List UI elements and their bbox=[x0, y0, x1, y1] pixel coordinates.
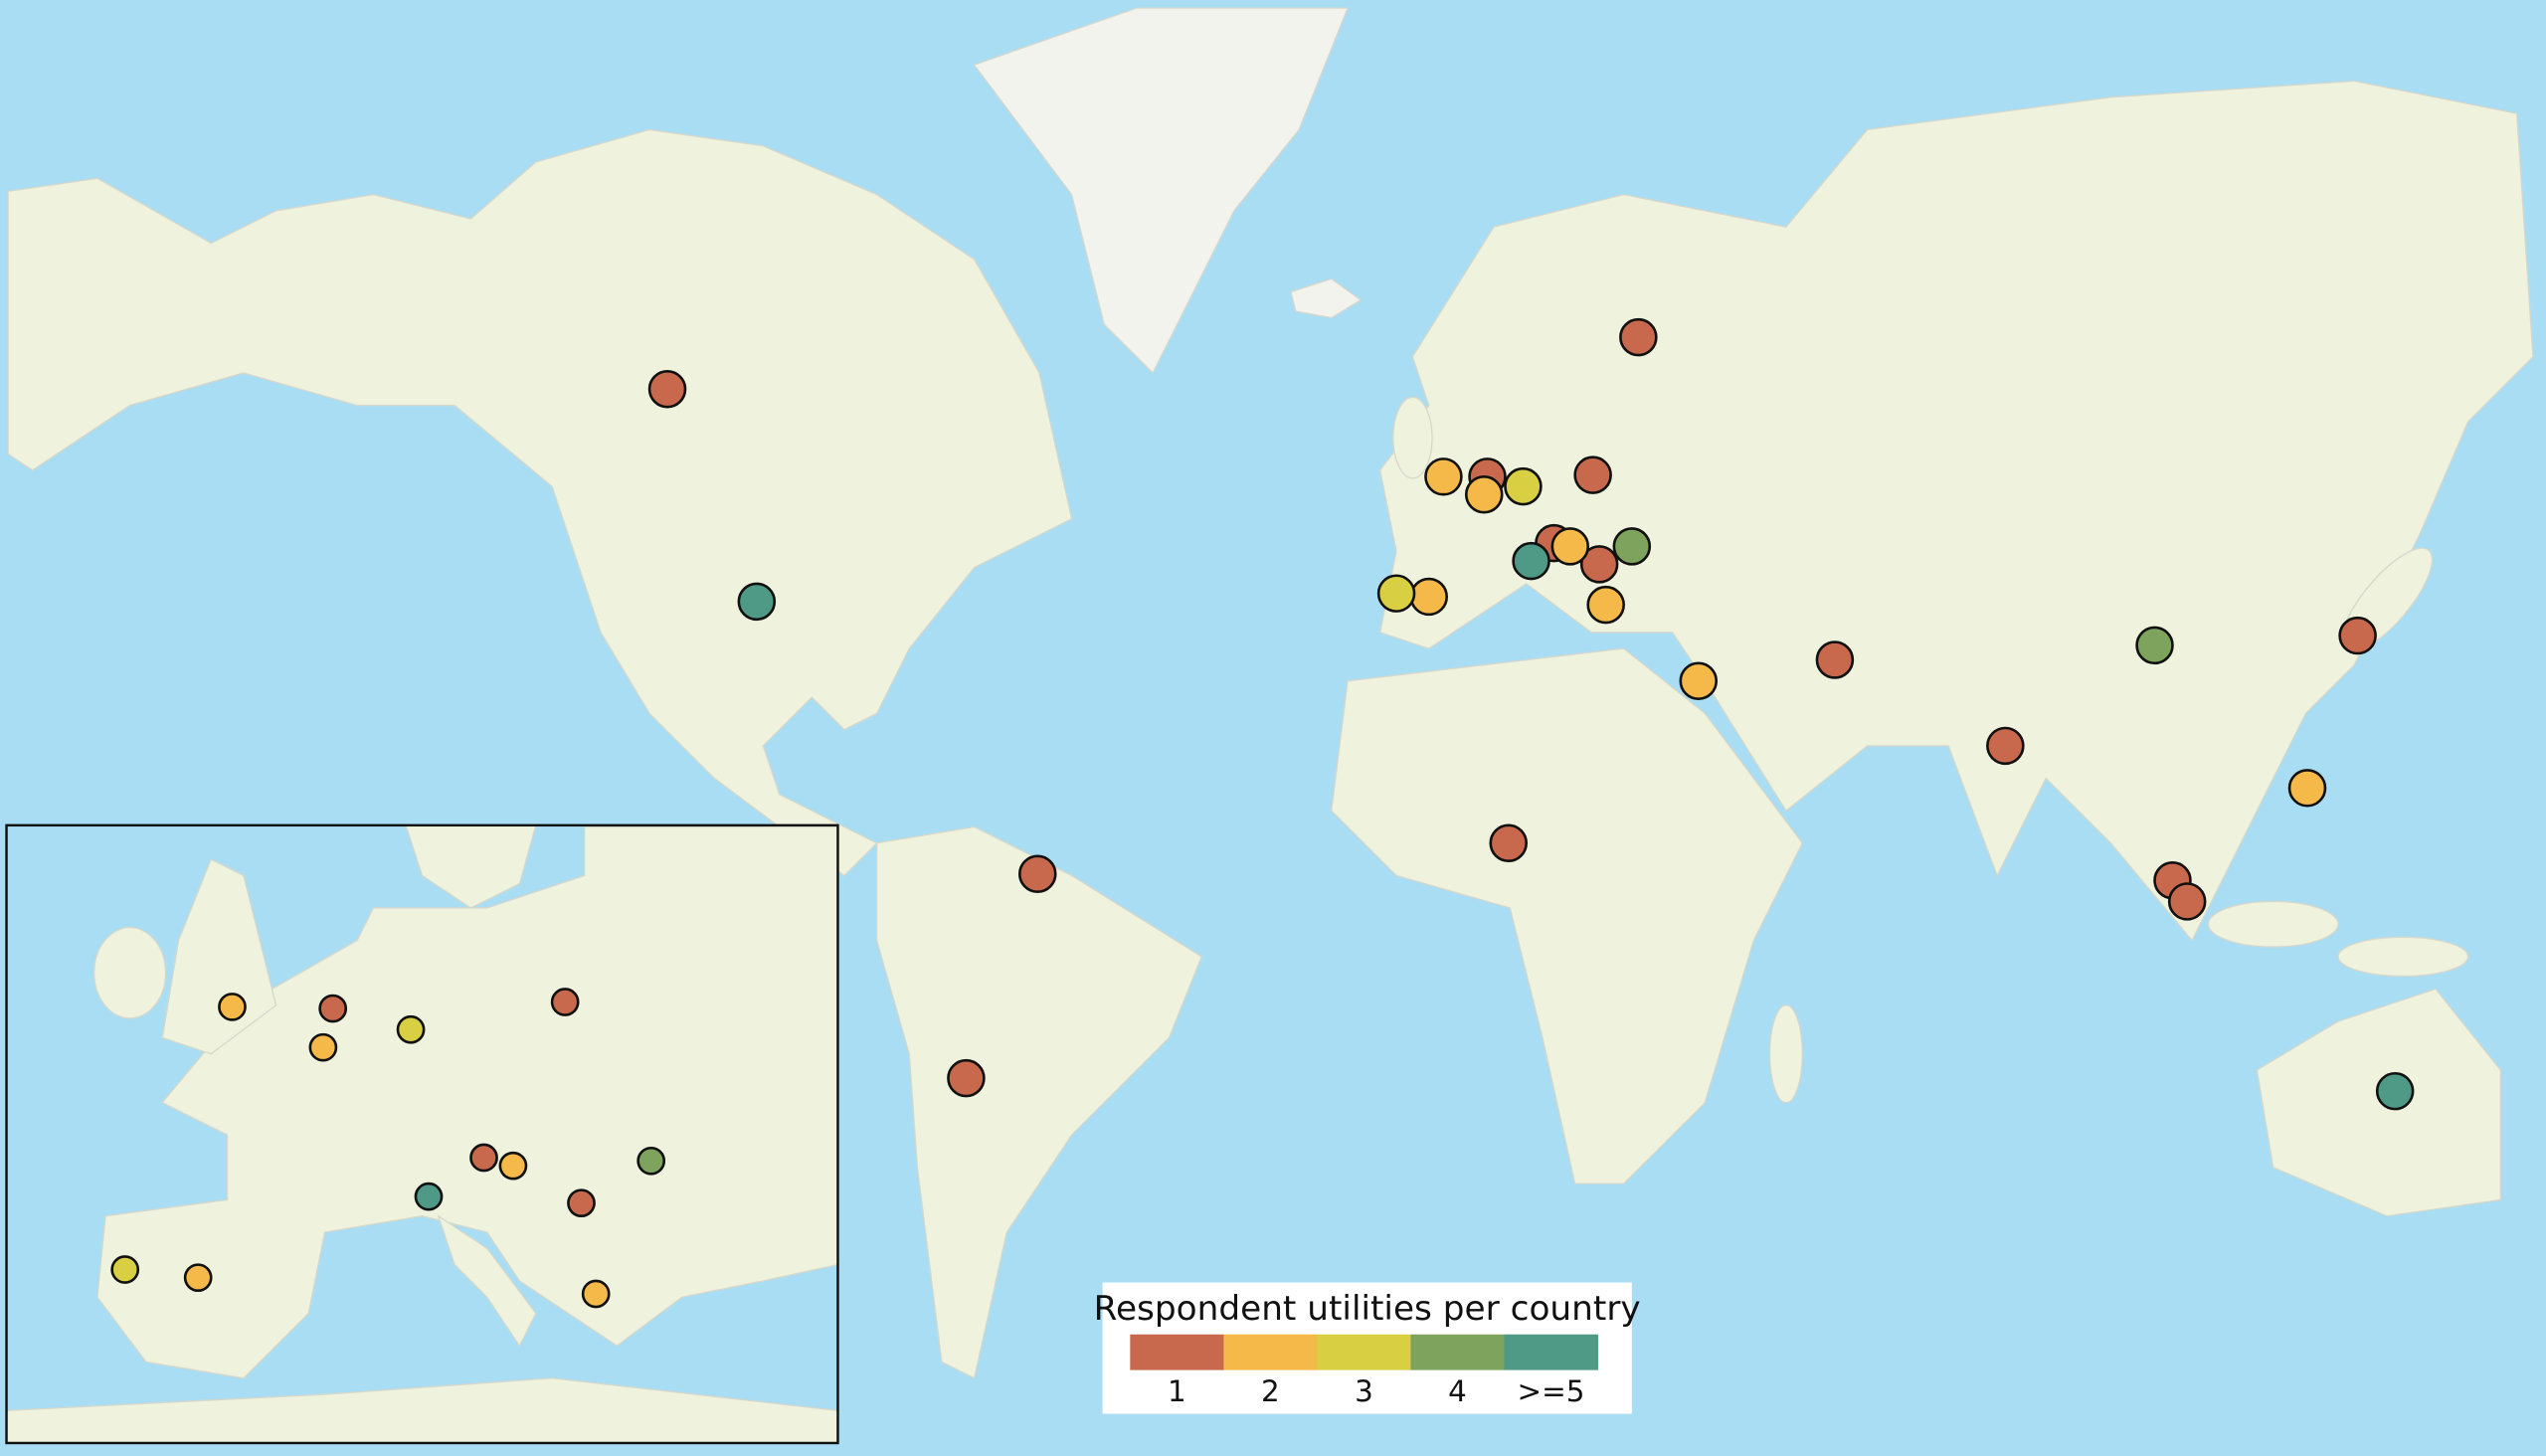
marker bbox=[498, 1151, 528, 1181]
north-america bbox=[7, 128, 1073, 877]
marker bbox=[1573, 455, 1612, 494]
marker bbox=[636, 1146, 666, 1176]
greenland bbox=[973, 7, 1350, 375]
legend-label: 3 bbox=[1355, 1374, 1373, 1408]
marker bbox=[550, 988, 580, 1016]
legend-label: 4 bbox=[1448, 1374, 1467, 1408]
marker bbox=[469, 1143, 498, 1173]
marker bbox=[1504, 466, 1543, 506]
marker bbox=[647, 370, 687, 409]
marker bbox=[737, 582, 777, 622]
inset bbox=[5, 823, 839, 1445]
britain bbox=[1392, 396, 1433, 479]
legend-swatch bbox=[1317, 1334, 1411, 1370]
legend-title: Respondent utilities per country bbox=[1094, 1289, 1641, 1329]
marker bbox=[1424, 457, 1463, 496]
legend-swatch bbox=[1410, 1334, 1505, 1370]
inset-britain bbox=[161, 858, 277, 1055]
inset-land bbox=[6, 824, 838, 1443]
marker bbox=[1489, 823, 1528, 862]
legend-swatch bbox=[1223, 1334, 1318, 1370]
marker bbox=[1464, 475, 1504, 514]
legend-swatch bbox=[1130, 1334, 1224, 1370]
marker bbox=[947, 1058, 986, 1098]
marker bbox=[1017, 854, 1057, 893]
main-markers bbox=[647, 317, 2415, 1111]
marker bbox=[308, 1032, 338, 1062]
legend-swatch bbox=[1504, 1334, 1599, 1370]
marker bbox=[2287, 769, 2327, 808]
marker bbox=[581, 1279, 611, 1309]
marker bbox=[414, 1182, 444, 1211]
marker bbox=[2338, 616, 2377, 655]
south-america bbox=[875, 825, 1202, 1379]
africa bbox=[1331, 647, 1804, 1184]
marker bbox=[2375, 1071, 2415, 1111]
marker bbox=[1586, 585, 1625, 625]
marker bbox=[1512, 541, 1550, 581]
madagascar bbox=[1768, 1004, 1803, 1104]
marker bbox=[110, 1255, 140, 1284]
new-guinea bbox=[2337, 936, 2469, 978]
inset-mainland bbox=[96, 825, 838, 1379]
continents bbox=[7, 7, 2534, 1379]
inset-africa bbox=[6, 1377, 838, 1443]
marker bbox=[218, 993, 247, 1021]
inset-italy bbox=[437, 1214, 537, 1348]
marker bbox=[396, 1014, 426, 1044]
marker bbox=[1619, 317, 1658, 357]
marker bbox=[1815, 640, 1855, 679]
eurasia bbox=[1379, 80, 2534, 942]
legend-label: 2 bbox=[1261, 1374, 1280, 1408]
inset-ireland bbox=[93, 926, 167, 1019]
indonesia bbox=[2207, 900, 2339, 948]
marker bbox=[1612, 527, 1652, 566]
marker bbox=[1376, 574, 1416, 613]
marker bbox=[1579, 545, 1619, 584]
inset-scandinavia bbox=[405, 824, 537, 909]
marker bbox=[1409, 577, 1448, 617]
inset-markers bbox=[110, 988, 666, 1309]
marker bbox=[1986, 726, 2025, 766]
inset-frame bbox=[5, 823, 839, 1445]
legend: Respondent utilities per country 1 2 3 4 >=5 bbox=[1094, 1282, 1641, 1414]
legend-label: >=5 bbox=[1518, 1374, 1585, 1408]
iceland bbox=[1290, 277, 1363, 319]
marker bbox=[2167, 882, 2207, 921]
marker bbox=[567, 1188, 596, 1218]
australia bbox=[2256, 988, 2501, 1217]
marker bbox=[1550, 527, 1590, 566]
legend-label: 1 bbox=[1168, 1374, 1186, 1408]
marker bbox=[1679, 661, 1719, 700]
marker bbox=[2135, 626, 2174, 665]
marker bbox=[318, 994, 348, 1023]
marker bbox=[183, 1263, 213, 1293]
